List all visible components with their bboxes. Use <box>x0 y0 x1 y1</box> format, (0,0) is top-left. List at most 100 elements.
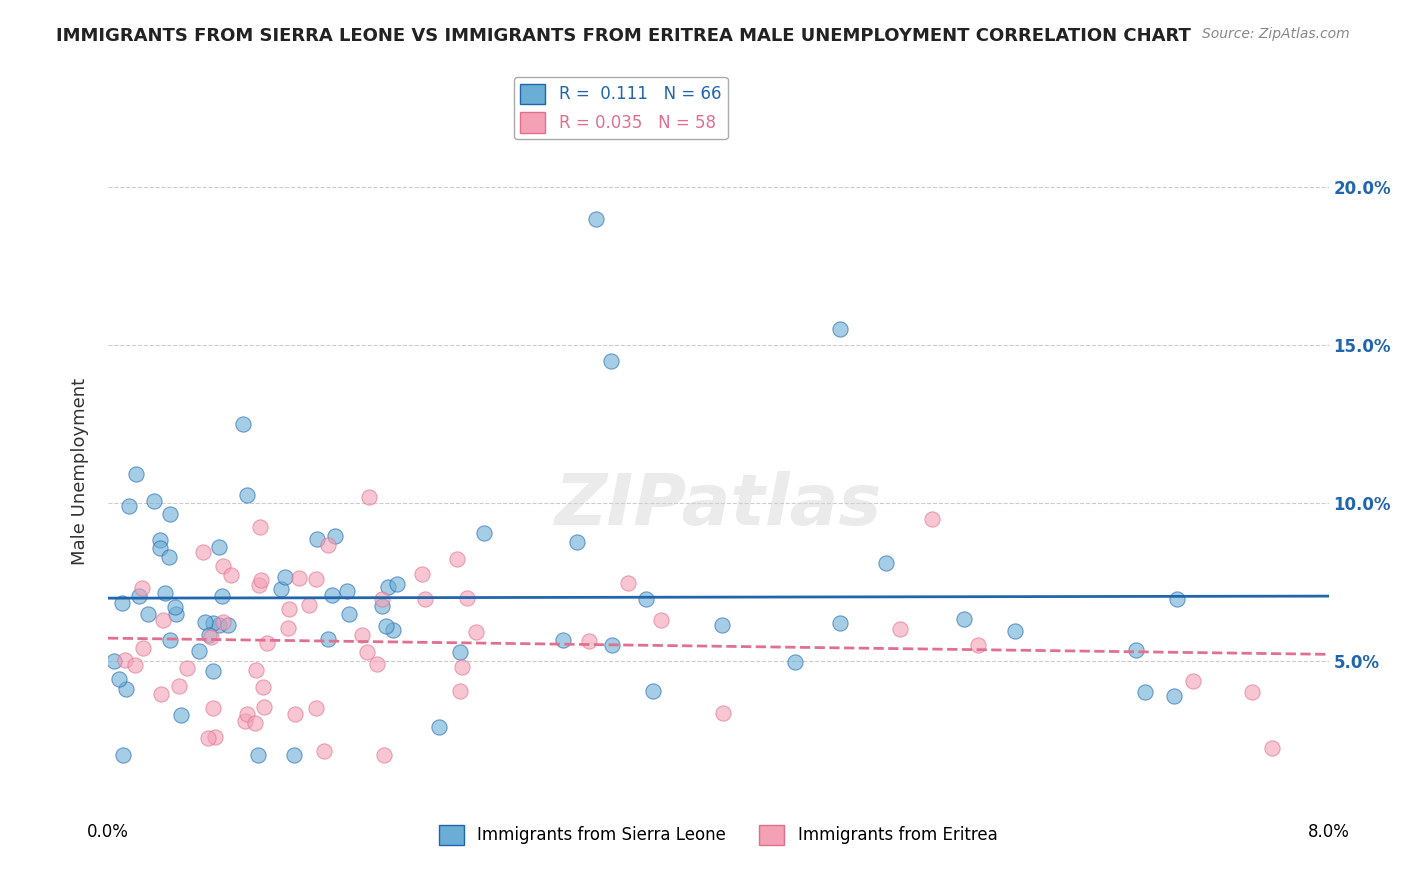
Point <box>149 533 172 548</box>
Point <box>243 716 266 731</box>
Point <box>142 493 165 508</box>
Point <box>200 630 222 644</box>
Point <box>249 520 271 534</box>
Point <box>1241 685 1264 699</box>
Point <box>830 615 852 630</box>
Point <box>194 615 217 629</box>
Point <box>233 714 256 729</box>
Point <box>132 641 155 656</box>
Point <box>249 574 271 588</box>
Point <box>371 591 394 606</box>
Point <box>1004 624 1026 639</box>
Point <box>193 545 215 559</box>
Point <box>449 684 471 698</box>
Point <box>278 602 301 616</box>
Point <box>641 684 664 698</box>
Point <box>114 653 136 667</box>
Point <box>472 525 495 540</box>
Point <box>128 590 150 604</box>
Point <box>298 598 321 612</box>
Point <box>710 618 733 632</box>
Point <box>711 706 734 721</box>
Point <box>159 508 181 522</box>
Point <box>202 615 225 630</box>
Point <box>377 580 399 594</box>
Point <box>111 596 134 610</box>
Point <box>578 633 600 648</box>
Point <box>305 572 328 586</box>
Point <box>245 663 267 677</box>
Point <box>170 708 193 723</box>
Point <box>1166 592 1188 607</box>
Point <box>446 552 468 566</box>
Point <box>115 682 138 697</box>
Point <box>111 748 134 763</box>
Point <box>339 607 361 622</box>
Point <box>785 655 807 669</box>
Point <box>305 700 328 714</box>
Point <box>1182 673 1205 688</box>
Point <box>464 625 486 640</box>
Point <box>1261 741 1284 756</box>
Point <box>1163 690 1185 704</box>
Point <box>212 558 235 573</box>
Point <box>921 511 943 525</box>
Point <box>252 681 274 695</box>
Point <box>336 584 359 599</box>
Point <box>217 618 239 632</box>
Point <box>283 748 305 763</box>
Point <box>875 556 897 570</box>
Point <box>375 619 398 633</box>
Point <box>256 636 278 650</box>
Point <box>247 578 270 592</box>
Point <box>1125 642 1147 657</box>
Point <box>321 588 343 602</box>
Point <box>413 592 436 607</box>
Point <box>305 533 328 547</box>
Point <box>188 644 211 658</box>
Point <box>197 731 219 745</box>
Point <box>316 538 339 552</box>
Point <box>107 672 129 686</box>
Point <box>366 657 388 671</box>
Point <box>136 607 159 622</box>
Point <box>830 322 852 336</box>
Point <box>212 615 235 629</box>
Point <box>385 577 408 591</box>
Point <box>600 638 623 652</box>
Point <box>152 613 174 627</box>
Point <box>236 706 259 721</box>
Point <box>284 707 307 722</box>
Point <box>204 731 226 745</box>
Point <box>382 624 405 638</box>
Point <box>449 645 471 659</box>
Point <box>236 488 259 502</box>
Point <box>274 569 297 583</box>
Point <box>163 600 186 615</box>
Point <box>253 700 276 714</box>
Point <box>124 657 146 672</box>
Point <box>451 659 474 673</box>
Point <box>153 586 176 600</box>
Point <box>953 612 976 626</box>
Point <box>1135 685 1157 699</box>
Point <box>318 632 340 646</box>
Point <box>288 572 311 586</box>
Point <box>157 550 180 565</box>
Point <box>202 664 225 678</box>
Point <box>889 622 911 636</box>
Point <box>411 566 433 581</box>
Point <box>277 621 299 635</box>
Point <box>208 541 231 555</box>
Legend: R =  0.111   N = 66, R = 0.035   N = 58: R = 0.111 N = 66, R = 0.035 N = 58 <box>513 77 728 139</box>
Point <box>149 687 172 701</box>
Y-axis label: Male Unemployment: Male Unemployment <box>72 377 89 565</box>
Point <box>176 661 198 675</box>
Point <box>456 591 478 605</box>
Point <box>371 599 394 614</box>
Point <box>966 638 988 652</box>
Point <box>567 534 589 549</box>
Point <box>314 744 336 758</box>
Point <box>617 576 640 591</box>
Point <box>201 701 224 715</box>
